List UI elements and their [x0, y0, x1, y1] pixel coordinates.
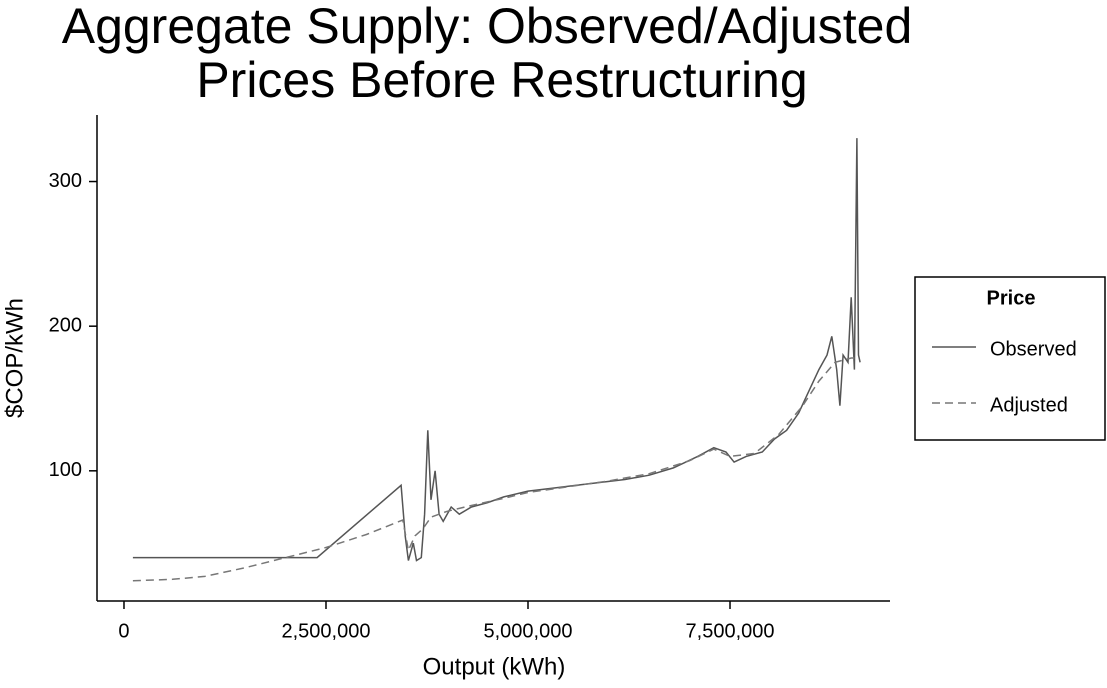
legend-label: Adjusted	[990, 394, 1068, 416]
legend-label: Observed	[990, 338, 1077, 360]
series-line	[132, 138, 861, 562]
x-tick-label: 5,000,000	[484, 620, 573, 642]
y-axis-label: $COP/kWh	[1, 298, 28, 418]
series-line	[132, 357, 860, 582]
legend-title: Price	[987, 287, 1036, 309]
y-tick-label: 200	[49, 314, 82, 336]
chart-title: Aggregate Supply: Observed/Adjusted	[62, 0, 913, 54]
y-tick-label: 300	[49, 170, 82, 192]
x-tick-label: 0	[118, 620, 129, 642]
legend-box	[914, 276, 1106, 441]
x-tick-label: 2,500,000	[282, 620, 371, 642]
chart-title: Prices Before Restructuring	[196, 52, 807, 108]
x-tick-label: 7,500,000	[686, 620, 775, 642]
y-tick-label: 100	[49, 459, 82, 481]
x-axis-label: Output (kWh)	[423, 653, 566, 680]
